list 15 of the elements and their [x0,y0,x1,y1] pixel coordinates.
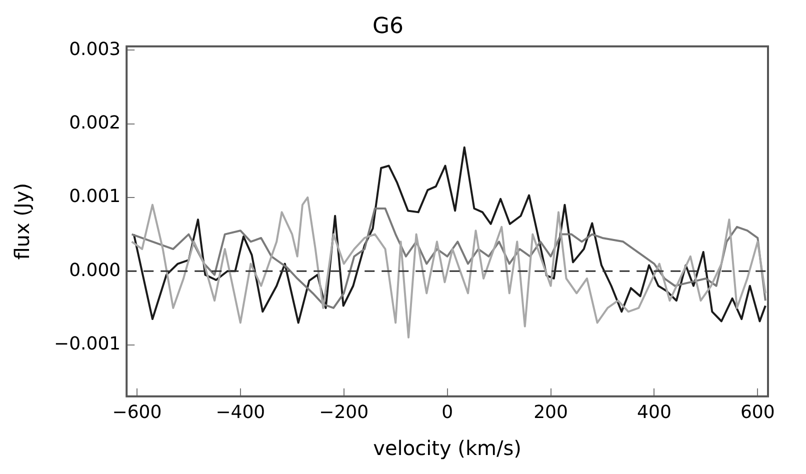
x-tick-label: 600 [740,402,775,423]
x-tick-label: −400 [216,402,266,423]
x-tick-label: 400 [637,402,672,423]
y-tick-label: 0.001 [69,186,121,208]
chart-title: G6 [372,14,404,39]
y-tick-label: 0.002 [69,112,121,134]
y-axis-title: flux (Jy) [10,182,34,260]
x-tick-label: 200 [534,402,568,423]
x-axis-title: velocity (km/s) [373,436,522,460]
y-tick-label: −0.001 [54,333,121,354]
x-tick-label: −200 [319,402,369,423]
x-tick-label: 0 [442,402,454,423]
y-tick-label: 0.000 [69,260,121,281]
x-tick-label: −600 [112,402,162,423]
y-tick-label: 0.003 [69,38,121,60]
